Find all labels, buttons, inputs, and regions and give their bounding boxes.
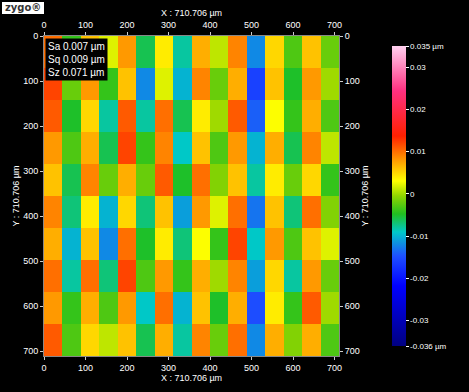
svg-text:600: 600 [345,301,360,311]
svg-text:200: 200 [120,363,135,373]
svg-text:500: 500 [345,256,360,266]
svg-text:-0.02: -0.02 [410,274,429,283]
svg-text:100: 100 [23,76,38,86]
svg-text:0: 0 [41,20,46,30]
svg-text:0.01: 0.01 [410,147,426,156]
html-text:zygo®: zygo® [5,2,42,13]
svg-text:0: 0 [33,31,38,41]
svg-text:600: 600 [286,20,301,30]
svg-text:X : 710.706 µm: X : 710.706 µm [161,373,222,383]
svg-text:400: 400 [203,363,218,373]
svg-text:400: 400 [203,20,218,30]
svg-text:300: 300 [161,363,176,373]
svg-text:300: 300 [161,20,176,30]
svg-text:500: 500 [23,256,38,266]
svg-text:200: 200 [120,20,135,30]
svg-text:0.03: 0.03 [410,63,426,72]
svg-text:-0.01: -0.01 [410,232,429,241]
svg-text:0.02: 0.02 [410,105,426,114]
svg-text:200: 200 [23,121,38,131]
svg-text:300: 300 [23,166,38,176]
svg-text:0: 0 [410,190,415,199]
svg-text:Y : 710.706 µm: Y : 710.706 µm [360,165,370,226]
svg-text:500: 500 [244,363,259,373]
svg-text:700: 700 [327,363,342,373]
svg-text:Sa 0.007 µmSq 0.009 µmSz 0.071: Sa 0.007 µmSq 0.009 µmSz 0.071 µm [48,41,105,78]
svg-text:700: 700 [345,346,360,356]
svg-text:0: 0 [345,31,350,41]
svg-text:400: 400 [345,211,360,221]
svg-text:300: 300 [345,166,360,176]
svg-text:100: 100 [78,363,93,373]
svg-text:100: 100 [78,20,93,30]
svg-text:X : 710.706 µm: X : 710.706 µm [161,8,222,18]
svg-text:200: 200 [345,121,360,131]
svg-text:-0.03: -0.03 [410,316,429,325]
svg-text:500: 500 [244,20,259,30]
svg-text:100: 100 [345,76,360,86]
svg-text:0: 0 [41,363,46,373]
svg-text:Y : 710.706 µm: Y : 710.706 µm [11,165,21,226]
svg-text:700: 700 [327,20,342,30]
svg-text:600: 600 [286,363,301,373]
svg-text:400: 400 [23,211,38,221]
svg-text:600: 600 [23,301,38,311]
svg-text:700: 700 [23,346,38,356]
svg-text:0.035 µm: 0.035 µm [410,42,444,51]
svg-text:-0.036 µm: -0.036 µm [410,342,447,351]
